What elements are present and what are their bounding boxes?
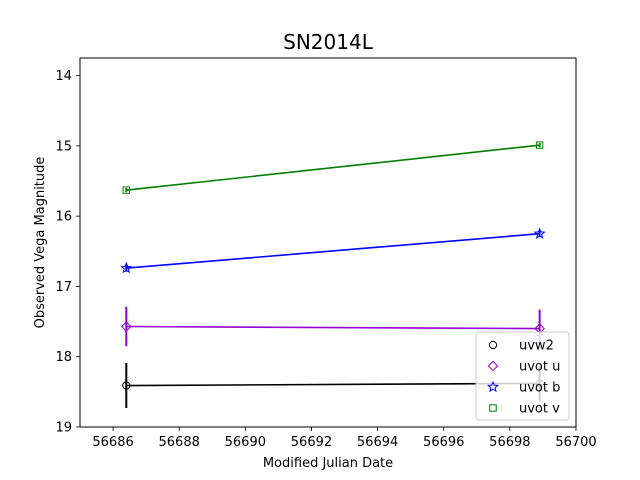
x-tick-label: 56690 <box>225 435 266 450</box>
data-point <box>120 321 132 332</box>
series-line <box>126 325 540 330</box>
legend-marker <box>487 360 499 372</box>
data-point <box>122 186 130 194</box>
series-line <box>126 144 540 191</box>
series-uvot-v <box>122 141 544 194</box>
legend-marker <box>488 340 498 350</box>
x-tick-label: 56692 <box>291 435 332 450</box>
series-line <box>126 382 540 387</box>
y-tick-label: 17 <box>55 280 72 295</box>
chart-title: SN2014L <box>283 30 374 54</box>
legend-label: uvw2 <box>519 339 554 354</box>
legend-label: uvot v <box>519 402 560 417</box>
y-tick-label: 15 <box>55 139 72 154</box>
y-axis-label: Observed Vega Magnitude <box>33 157 48 329</box>
data-point <box>535 141 544 149</box>
x-tick-label: 56686 <box>92 435 133 450</box>
data-point <box>122 381 131 390</box>
plot-frame <box>79 57 577 428</box>
x-axis-label: Modified Julian Date <box>263 456 393 471</box>
data-point <box>533 227 546 239</box>
y-tick-label: 14 <box>55 69 72 84</box>
data-point <box>120 261 133 274</box>
legend: uvw2 uvot u uvot b uvot v <box>475 331 570 421</box>
x-tick-label: 56698 <box>489 435 530 450</box>
legend-marker <box>489 404 497 412</box>
legend-box <box>475 331 570 421</box>
series-uvot-b <box>120 227 546 274</box>
x-tick-label: 56694 <box>357 435 398 450</box>
legend-label: uvot u <box>519 360 560 375</box>
y-tick-label: 16 <box>55 210 72 225</box>
x-tick-label: 56700 <box>555 435 596 450</box>
legend-label: uvot b <box>519 381 560 396</box>
x-tick-label: 56688 <box>159 435 200 450</box>
y-tick-label: 19 <box>55 421 72 436</box>
y-tick-label: 18 <box>55 350 72 365</box>
legend-marker <box>486 380 500 393</box>
series-line <box>126 232 540 269</box>
x-tick-label: 56696 <box>423 435 464 450</box>
